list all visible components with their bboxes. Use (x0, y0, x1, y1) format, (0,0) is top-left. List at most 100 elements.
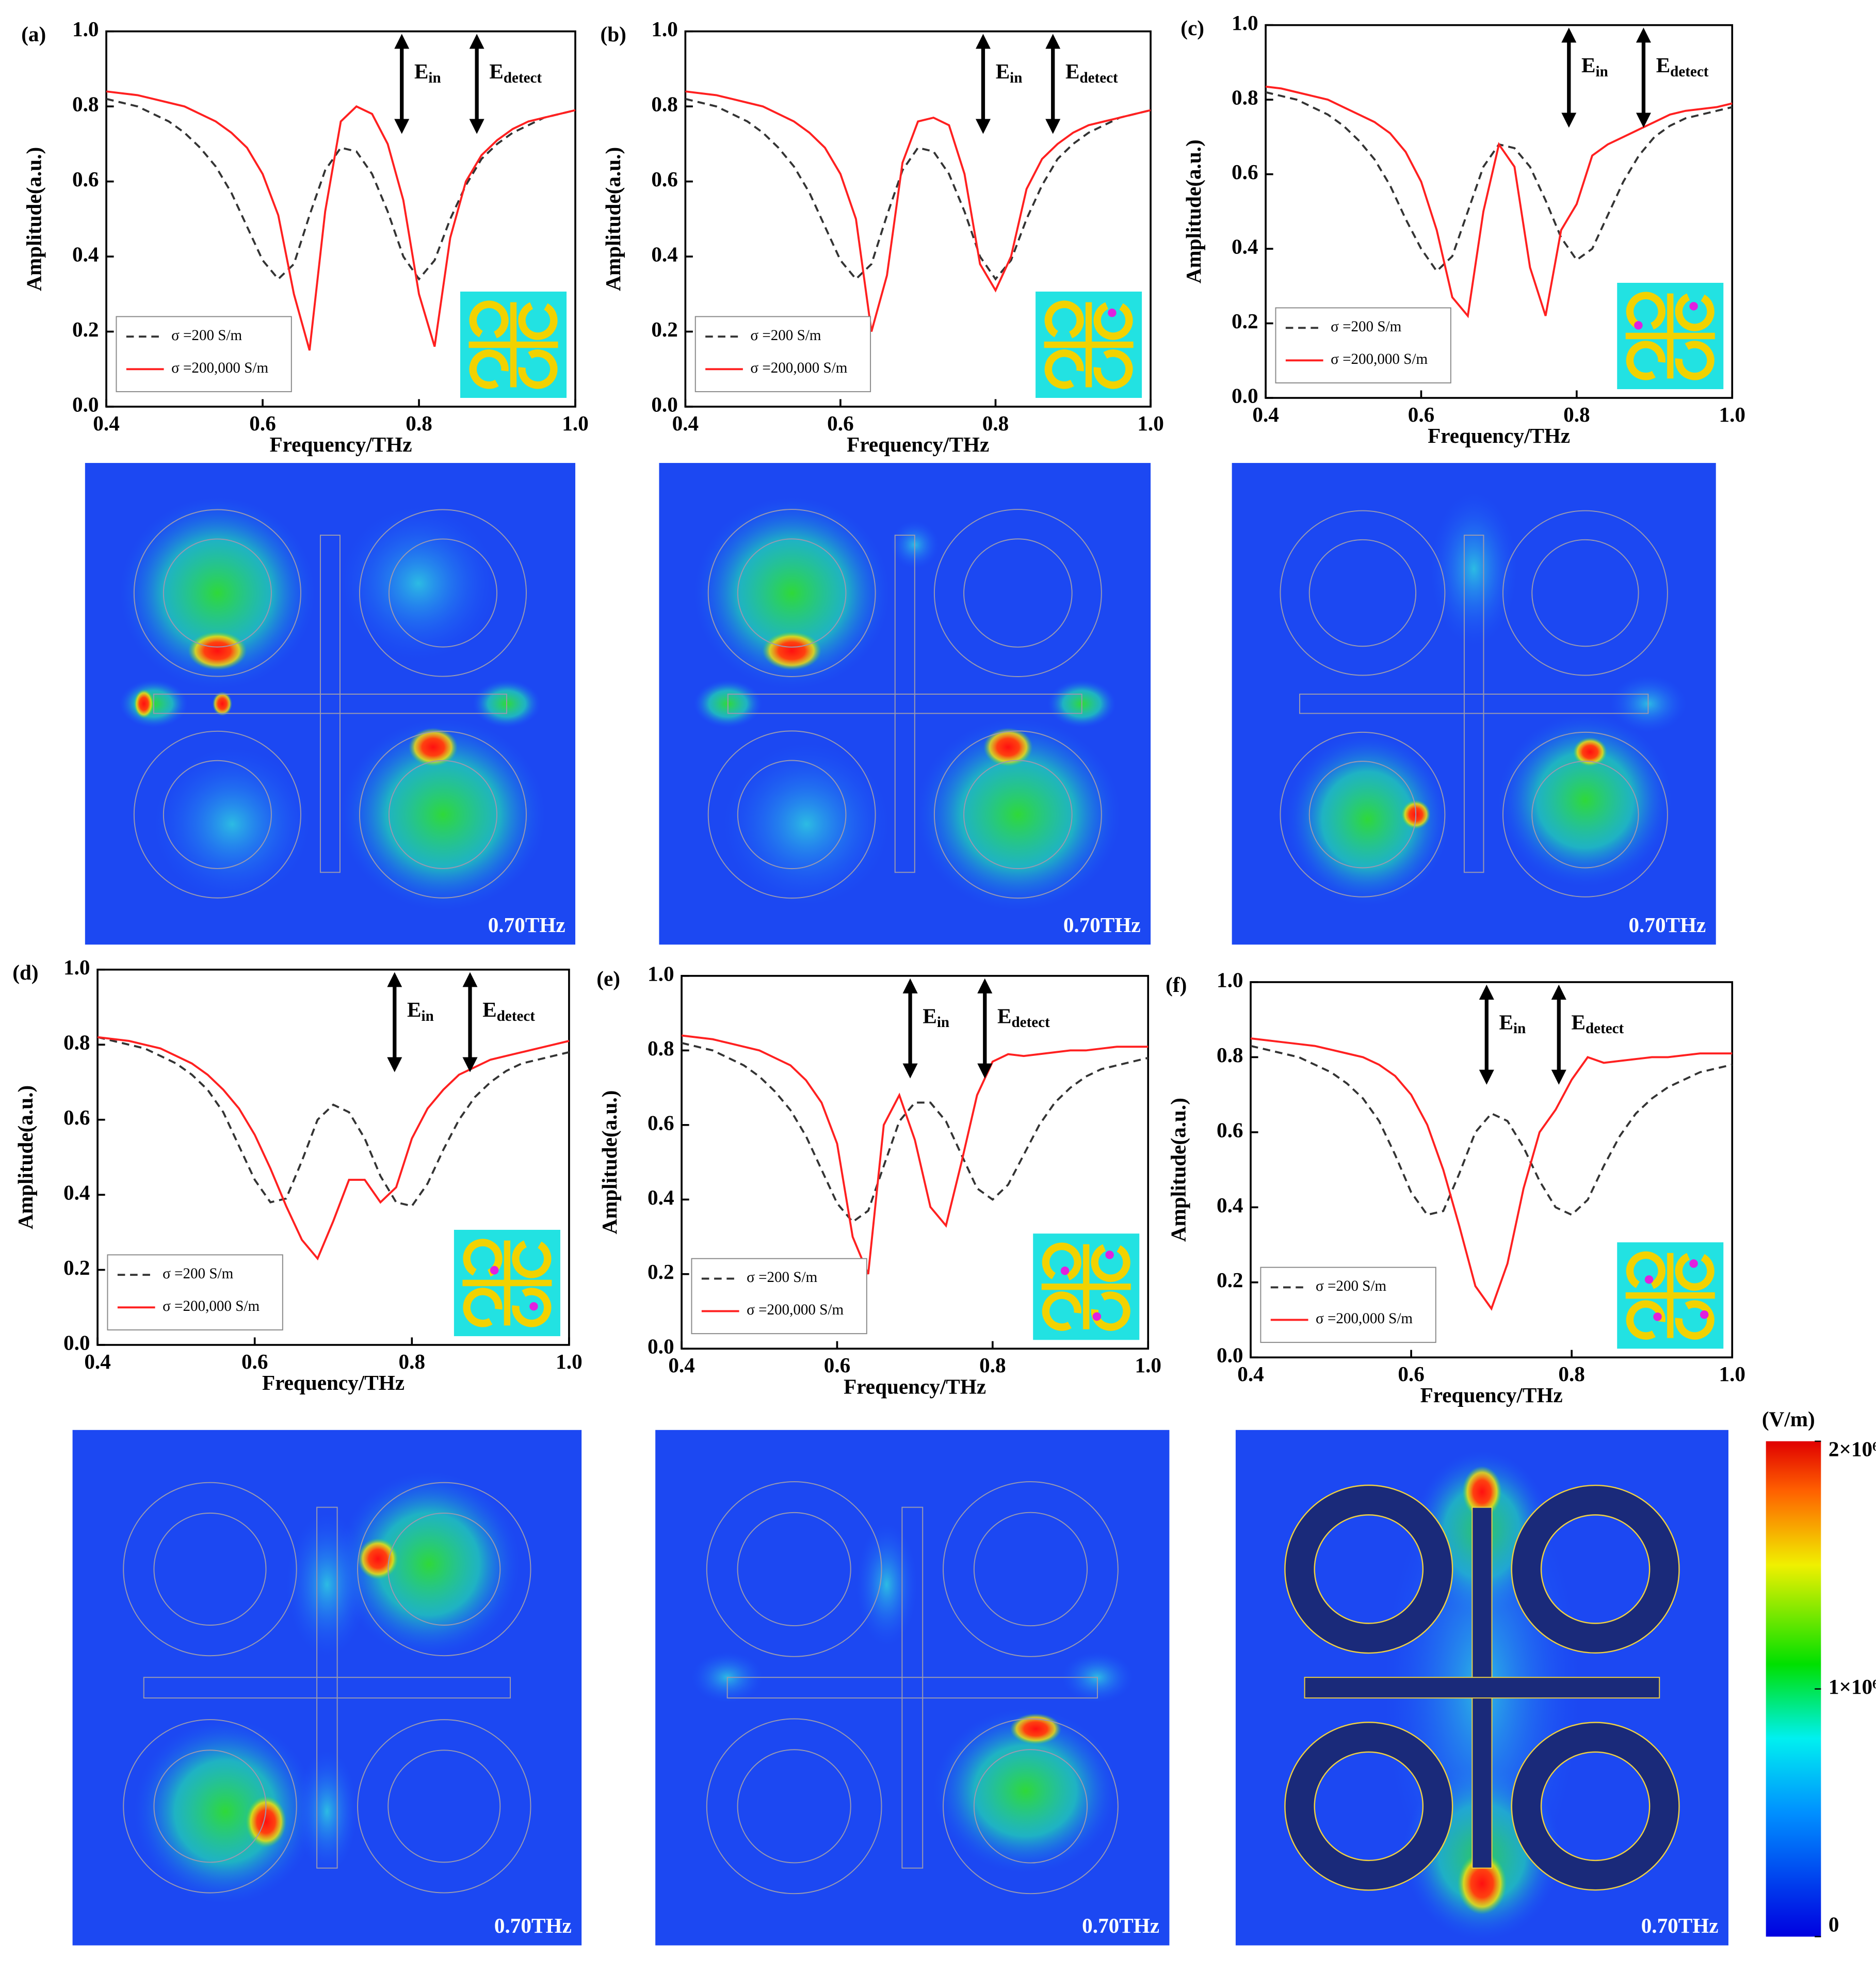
x-tick-label: 0.4 (672, 411, 699, 435)
y-tick-label: 0.0 (651, 392, 677, 416)
y-tick-label: 0.8 (1217, 1043, 1243, 1067)
y-tick-label: 0.2 (63, 1256, 90, 1279)
inset-ring (1626, 1300, 1665, 1340)
frequency-label: 0.70THz (494, 1914, 572, 1937)
x-tick-label: 0.4 (84, 1350, 110, 1373)
x-tick-label: 0.8 (979, 1353, 1006, 1377)
plot-frame (96, 968, 570, 1346)
series-line (1265, 85, 1733, 318)
y-axis-label: Amplitude(a.u.) (22, 147, 46, 291)
field-label: Edetect (997, 1004, 1050, 1031)
field-glow (339, 506, 497, 661)
ring-outline (1280, 510, 1446, 676)
inset-dot (1105, 1250, 1114, 1259)
x-tick-label: 0.8 (399, 1350, 425, 1373)
y-tick-label: 0.6 (1217, 1118, 1243, 1142)
ring-outline (933, 730, 1102, 899)
legend-box (1260, 1266, 1436, 1343)
x-axis-label: Frequency/THz (847, 432, 989, 456)
series-line (106, 90, 576, 351)
inset-ring (1626, 341, 1665, 380)
y-axis-label: Amplitude(a.u.) (601, 147, 625, 291)
y-tick-label: 0.2 (1232, 309, 1258, 333)
x-axis-label: Frequency/THz (1428, 424, 1570, 447)
series-line (97, 1036, 570, 1208)
panel-label: (f) (1166, 973, 1187, 997)
series-line (1250, 1037, 1733, 1311)
field-label-sub: detect (497, 1008, 536, 1024)
inset-ring (1042, 1242, 1081, 1282)
inset-dot (1700, 1310, 1709, 1319)
field-label-sub: in (937, 1014, 949, 1031)
x-tick-label: 0.6 (1398, 1362, 1424, 1386)
ring-outline (706, 1718, 882, 1895)
field-hotspot (212, 692, 232, 716)
field-label: Edetect (1572, 1010, 1624, 1037)
ring-outline (123, 1719, 297, 1894)
field-label-main: E (1499, 1010, 1513, 1034)
inset-bar (1044, 341, 1134, 348)
x-tick-label: 0.8 (982, 411, 1009, 435)
inset-bar (1041, 1284, 1131, 1290)
inset-dot (1653, 1312, 1662, 1321)
field-glow (119, 496, 316, 689)
x-tick-label: 0.8 (1563, 403, 1590, 426)
y-tick-label: 0.4 (1232, 235, 1258, 259)
x-tick-label: 0.6 (249, 411, 276, 435)
field-label-sub: detect (1079, 70, 1118, 86)
ring-outline (1511, 1484, 1680, 1654)
y-tick-label: 1.0 (63, 955, 90, 979)
inset-ring (463, 1239, 503, 1278)
field-label-sub: detect (1012, 1014, 1050, 1031)
field-hotspot (983, 728, 1033, 766)
x-tick-label: 1.0 (562, 411, 588, 435)
inset-ring (1044, 349, 1084, 389)
inset-ring (1626, 1251, 1665, 1291)
field-glow (855, 1522, 918, 1647)
x-tick-label: 0.6 (241, 1350, 268, 1373)
ring-outline (357, 1719, 531, 1894)
x-tick-label: 0.4 (93, 411, 119, 435)
field-label-main: E (407, 998, 421, 1022)
ring-outline (133, 730, 301, 899)
field-map: 0.70THz (72, 1430, 582, 1946)
line-chart: 0.0 0.2 0.4 0.6 0.8 1.0 0.4 0.6 0.8 1.0 Frequency/… (596, 961, 1161, 1398)
ring-outline (123, 1482, 297, 1657)
field-label: Edetect (1065, 60, 1118, 86)
y-tick-label: 0.6 (72, 167, 99, 191)
x-tick-label: 0.4 (1252, 403, 1279, 426)
field-glow (1498, 713, 1673, 887)
y-axis-label: Amplitude(a.u.) (13, 1085, 38, 1229)
field-map: 0.70THz (1232, 463, 1716, 945)
ring-outline (1284, 1722, 1453, 1891)
x-tick-label: 0.4 (668, 1353, 694, 1377)
ring-outline (357, 1482, 531, 1657)
colorbar-tick-label: 2×10⁶ (1829, 1437, 1876, 1461)
x-axis-label: Frequency/THz (844, 1374, 986, 1398)
panel-label: (a) (21, 22, 46, 46)
inset-ring (518, 349, 558, 389)
legend-box (1275, 307, 1451, 383)
bar-outline (1299, 694, 1649, 714)
series-line (685, 90, 1151, 332)
plot-frame (1265, 24, 1734, 399)
y-tick-label: 0.2 (1217, 1268, 1243, 1292)
field-map: 0.70THz (659, 463, 1151, 945)
y-tick-label: 0.6 (648, 1111, 674, 1134)
x-tick-label: 1.0 (1719, 403, 1745, 426)
inset-bar (1625, 332, 1715, 340)
field-hotspot (134, 689, 154, 718)
inset-dot (1060, 1266, 1070, 1275)
field-label: Ein (407, 998, 434, 1024)
field-label-main: E (1572, 1010, 1586, 1034)
bar-outline (143, 1677, 511, 1699)
frequency-label: 0.70THz (1082, 1914, 1159, 1937)
inset-ring (1675, 1300, 1715, 1340)
y-tick-label: 0.8 (651, 92, 677, 116)
field-glow (153, 747, 311, 902)
y-tick-label: 0.4 (63, 1181, 90, 1205)
ring-outline (943, 1718, 1119, 1895)
field-label: Edetect (482, 998, 535, 1024)
panel-label: (e) (596, 967, 620, 991)
